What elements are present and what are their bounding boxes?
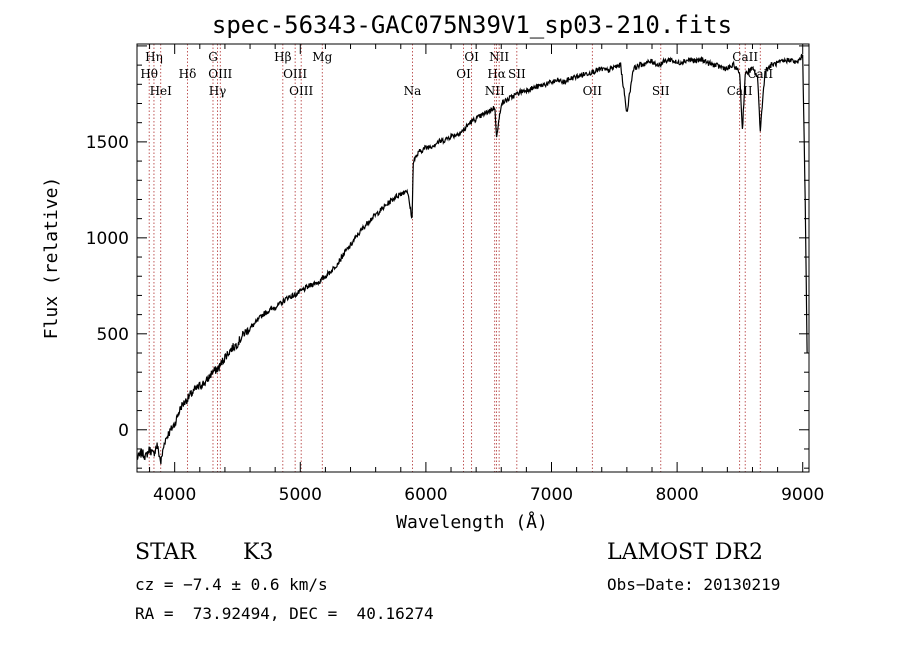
y-tick-label: 0	[118, 421, 129, 441]
spectral-line-label: SII	[652, 84, 670, 98]
spectral-line-label: HeI	[150, 84, 173, 98]
spectral-line-label: OI	[464, 50, 479, 64]
y-tick-label: 500	[97, 325, 129, 345]
spectral-line-label: G	[208, 50, 218, 64]
object-class: STAR	[135, 540, 196, 565]
survey-name: LAMOST DR2	[607, 540, 763, 565]
spectral-line-label: SII	[508, 67, 526, 81]
axis-ticks: 4000 5000 6000 7000 8000 9000 0 500 1000 1500	[86, 44, 824, 505]
spectral-line-label: Mg	[312, 50, 332, 64]
spectral-line-label: Hη	[145, 50, 163, 64]
spectral-line-label: OIII	[289, 84, 313, 98]
spectral-line-label: Na	[404, 84, 422, 98]
observation-date: Obs−Date: 20130219	[607, 575, 781, 594]
x-tick-label: 5000	[279, 485, 322, 505]
spectral-line-label: Hα	[487, 67, 506, 81]
spectral-line-label: CaII	[727, 84, 753, 98]
sky-coordinates: RA = 73.92494, DEC = 40.16274	[135, 604, 434, 623]
x-tick-label: 4000	[153, 485, 196, 505]
y-axis-label: Flux (relative)	[41, 177, 62, 340]
spectral-line-label: CaII	[732, 50, 758, 64]
x-tick-label: 9000	[781, 485, 824, 505]
object-subclass: K3	[243, 540, 274, 565]
spectral-line-label: Hβ	[274, 50, 291, 64]
chart-title: spec-56343-GAC075N39V1_sp03-210.fits	[212, 11, 732, 39]
spectral-line-label: OI	[456, 67, 471, 81]
spectral-line-label: Hθ	[140, 67, 158, 81]
y-tick-label: 1000	[86, 229, 129, 249]
x-tick-label: 8000	[655, 485, 698, 505]
spectral-line-label: NII	[489, 50, 509, 64]
spectrum-series-line	[136, 53, 808, 465]
y-tick-label: 1500	[86, 133, 129, 153]
spectral-line-label: Hδ	[179, 67, 197, 81]
spectral-line-label: OIII	[208, 67, 232, 81]
spectral-line-label: OII	[583, 84, 603, 98]
spectral-line-label: Hγ	[209, 84, 227, 98]
emission-line-markers: Hη Hθ HeI Hδ G OIII Hγ Hβ OIII OIII Mg Na OI OI NII Hα N…	[140, 44, 773, 472]
spectral-line-label: NII	[485, 84, 505, 98]
x-tick-label: 7000	[530, 485, 573, 505]
plot-frame	[136, 43, 810, 473]
x-tick-label: 6000	[404, 485, 447, 505]
redshift-velocity: cz = −7.4 ± 0.6 km/s	[135, 575, 328, 594]
x-axis-label: Wavelength (Å)	[396, 511, 548, 533]
spectral-line-label: OIII	[283, 67, 307, 81]
